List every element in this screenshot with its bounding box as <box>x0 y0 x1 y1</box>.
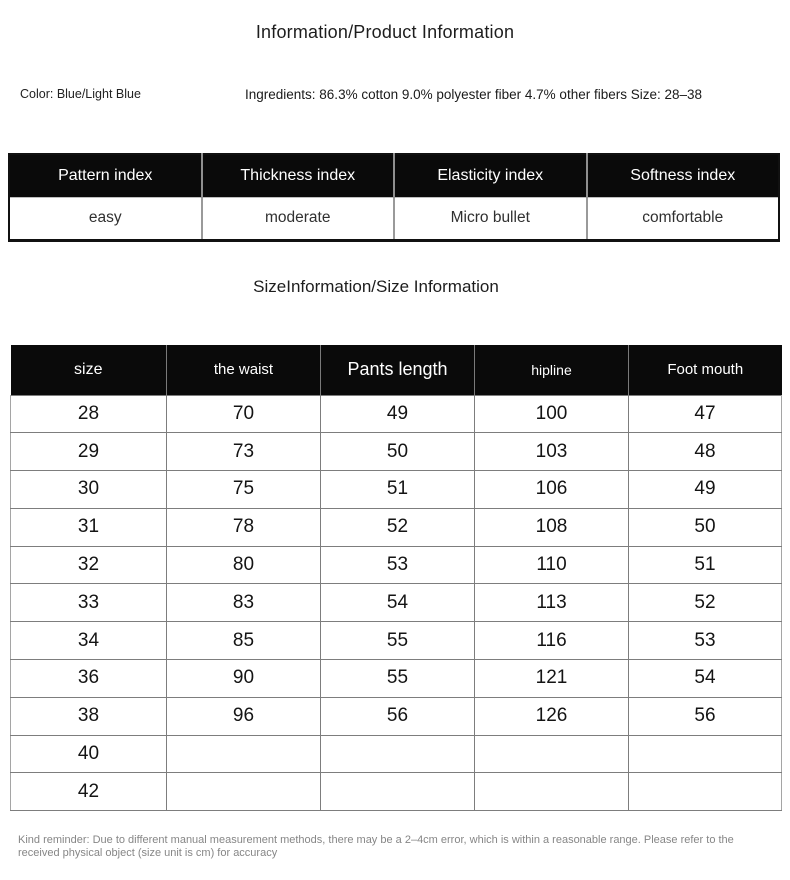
table-cell: 30 <box>10 470 167 509</box>
table-cell: 53 <box>320 545 475 585</box>
table-cell: 55 <box>320 621 475 661</box>
table-cell <box>320 734 475 774</box>
column-header-size: size <box>10 345 167 395</box>
size-table-header-row: size the waist Pants length hipline Foot… <box>10 345 782 395</box>
index-table-value-row: easy moderate Micro bullet comfortable <box>9 196 779 240</box>
table-cell: 110 <box>474 545 629 585</box>
table-cell: 108 <box>474 507 629 547</box>
index-table-header-row: Pattern index Thickness index Elasticity… <box>9 154 779 197</box>
table-row: 29 73 50 103 48 <box>10 432 782 472</box>
table-cell: 33 <box>10 583 167 623</box>
table-cell <box>166 734 321 774</box>
column-header-elasticity-index: Elasticity index <box>393 154 587 197</box>
table-row: 42 <box>10 772 782 812</box>
column-header-pants-length: Pants length <box>320 345 475 395</box>
table-cell: 80 <box>166 545 321 585</box>
table-cell: 56 <box>320 696 475 736</box>
table-cell <box>474 772 629 812</box>
table-cell: 70 <box>166 394 321 434</box>
table-cell: 28 <box>10 394 167 434</box>
index-table: Pattern index Thickness index Elasticity… <box>8 153 780 242</box>
table-cell: 90 <box>166 659 321 698</box>
table-cell: 83 <box>166 583 321 623</box>
column-header-pattern-index: Pattern index <box>9 154 202 197</box>
ingredients-text: Ingredients: 86.3% cotton 9.0% polyester… <box>245 87 703 102</box>
table-cell: 32 <box>10 545 167 585</box>
table-cell: 48 <box>628 432 782 472</box>
column-header-softness-index: Softness index <box>585 154 779 197</box>
table-row: 38 96 56 126 56 <box>10 696 782 736</box>
page-title: Information/Product Information <box>255 22 515 42</box>
table-row: 36 90 55 121 54 <box>10 659 782 698</box>
pattern-index-value: easy <box>9 196 202 240</box>
size-table: size the waist Pants length hipline Foot… <box>10 345 782 812</box>
table-cell <box>474 734 629 774</box>
table-row: 30 75 51 106 49 <box>10 470 782 509</box>
table-row: 34 85 55 116 53 <box>10 621 782 661</box>
table-cell: 40 <box>10 734 167 774</box>
table-cell <box>320 772 475 812</box>
table-cell: 73 <box>166 432 321 472</box>
table-row: 32 80 53 110 51 <box>10 545 782 585</box>
table-cell: 55 <box>320 659 475 698</box>
table-cell: 47 <box>628 394 782 434</box>
thickness-index-value: moderate <box>200 196 394 240</box>
table-cell: 56 <box>628 696 782 736</box>
table-cell <box>628 772 782 812</box>
table-cell: 54 <box>628 659 782 698</box>
table-cell: 121 <box>474 659 629 698</box>
table-cell: 50 <box>628 507 782 547</box>
table-cell: 49 <box>320 394 475 434</box>
table-cell: 113 <box>474 583 629 623</box>
table-cell: 126 <box>474 696 629 736</box>
table-cell: 49 <box>628 470 782 509</box>
table-cell: 31 <box>10 507 167 547</box>
kind-reminder-text: Kind reminder: Due to different manual m… <box>18 834 734 859</box>
column-header-thickness-index: Thickness index <box>200 154 394 197</box>
table-cell: 103 <box>474 432 629 472</box>
table-cell: 106 <box>474 470 629 509</box>
table-cell: 34 <box>10 621 167 661</box>
softness-index-value: comfortable <box>585 196 779 240</box>
table-cell: 78 <box>166 507 321 547</box>
table-cell: 85 <box>166 621 321 661</box>
table-cell: 100 <box>474 394 629 434</box>
table-cell: 52 <box>628 583 782 623</box>
table-cell: 51 <box>628 545 782 585</box>
table-cell: 38 <box>10 696 167 736</box>
size-section-title: SizeInformation/Size Information <box>253 277 499 296</box>
table-cell: 53 <box>628 621 782 661</box>
table-row: 33 83 54 113 52 <box>10 583 782 623</box>
table-cell: 29 <box>10 432 167 472</box>
column-header-foot-mouth: Foot mouth <box>628 345 782 395</box>
table-cell: 96 <box>166 696 321 736</box>
color-label: Color: Blue/Light Blue <box>20 87 141 101</box>
table-cell: 42 <box>10 772 167 812</box>
table-cell: 54 <box>320 583 475 623</box>
table-cell <box>166 772 321 812</box>
table-cell: 50 <box>320 432 475 472</box>
table-row: 31 78 52 108 50 <box>10 507 782 547</box>
table-cell: 36 <box>10 659 167 698</box>
table-cell: 52 <box>320 507 475 547</box>
table-cell: 51 <box>320 470 475 509</box>
table-cell <box>628 734 782 774</box>
column-header-waist: the waist <box>166 345 321 395</box>
elasticity-index-value: Micro bullet <box>393 196 587 240</box>
table-row: 28 70 49 100 47 <box>10 394 782 434</box>
table-row: 40 <box>10 734 782 774</box>
size-table-body: 28 70 49 100 47 29 73 50 103 48 30 75 51 106 49 31 78 52 1… <box>10 394 782 812</box>
column-header-hipline: hipline <box>474 345 629 395</box>
table-cell: 116 <box>474 621 629 661</box>
table-cell: 75 <box>166 470 321 509</box>
